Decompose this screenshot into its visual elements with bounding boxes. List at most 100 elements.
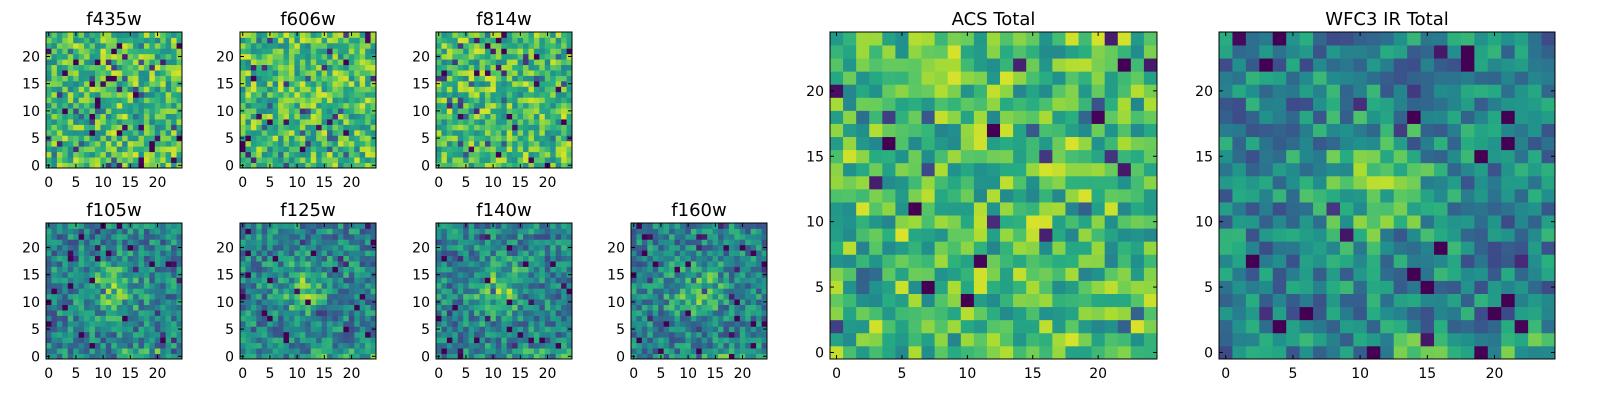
heatmap-cell [934,228,949,242]
heatmap-cell [321,48,328,55]
heatmap-cell [696,271,703,278]
heatmap-cell [869,162,883,177]
heatmap-cell [305,140,312,147]
heatmap-cell [750,261,757,267]
heatmap-cell [523,91,529,98]
heatmap-cell [490,326,497,333]
heatmap-cell [89,135,96,142]
heatmap-cell [310,108,317,114]
heatmap-cell [127,271,134,278]
heatmap-cell [528,146,535,153]
heatmap-cell [278,244,284,251]
heatmap-cell [149,48,156,55]
heatmap-cell [294,293,301,300]
heatmap-cell [479,151,486,158]
heatmap-cell [149,146,156,153]
heatmap-cell [452,162,459,169]
heatmap-cell [149,86,156,93]
heatmap-cell [348,233,355,240]
heatmap-cell [1091,319,1106,334]
heatmap-cell [856,267,870,281]
heatmap-cell [484,97,491,104]
heatmap-cell [441,288,448,295]
heatmap-cell [343,299,350,305]
heatmap-cell [750,342,757,349]
heatmap-cell [523,288,529,295]
heatmap-cell [528,271,535,278]
heatmap-cell [728,250,735,257]
heatmap-cell [267,157,274,163]
heatmap-cell [512,353,518,360]
heatmap-cell [750,337,757,344]
heatmap-cell [73,91,80,98]
heatmap-cell [310,348,317,354]
heatmap-cell [517,151,524,158]
heatmap-cell [154,119,161,125]
heatmap-cell [739,255,746,262]
heatmap-cell [452,124,459,131]
heatmap-cell [550,244,557,251]
heatmap-cell [501,342,508,349]
heatmap-cell [359,304,366,311]
heatmap-cell [441,91,448,98]
heatmap-cell [321,75,328,82]
heatmap-cell [908,162,922,177]
heatmap-cell [457,342,464,349]
heatmap-cell [463,320,470,327]
heatmap-cell [56,157,63,163]
heatmap-cell [278,337,284,344]
heatmap-cell [171,293,177,300]
heatmap-cell [261,315,268,322]
heatmap-cell [1117,202,1132,216]
heatmap-cell [154,266,161,273]
heatmap-cell [457,70,464,76]
heatmap-cell [73,239,80,246]
heatmap-cell [544,331,551,338]
heatmap-cell [490,129,497,136]
heatmap-cell [51,337,58,344]
heatmap-cell [484,64,491,71]
heatmap-cell [354,342,361,349]
heatmap-cell [67,337,74,344]
heatmap-cell [533,255,540,262]
heatmap-cell [321,80,328,87]
heatmap-cell [332,266,339,273]
heatmap-cell [550,140,557,147]
heatmap-cell [1039,188,1053,203]
heatmap-cell [539,228,546,235]
heatmap-cell [250,326,257,333]
heatmap-cell [305,32,312,38]
heatmap-cell [723,233,730,240]
heatmap-cell [663,250,670,257]
heatmap-cell [149,32,156,38]
heatmap-cell [337,326,344,333]
heatmap-cell [728,337,735,344]
heatmap-cell [51,326,58,333]
heatmap-cell [138,315,145,322]
heatmap-cell [479,266,486,273]
heatmap-cell [647,266,654,273]
heatmap-cell [441,299,448,305]
heatmap-cell [370,140,377,147]
heatmap-cell [272,42,279,49]
heatmap-cell [869,149,883,164]
heatmap-cell [46,310,52,316]
heatmap-cell [354,42,361,49]
heatmap-cell [895,188,909,203]
heatmap-cell [490,266,497,273]
heatmap-cell [663,348,670,354]
heatmap-cell [506,86,513,93]
heatmap-cell [843,267,857,281]
heatmap-cell [1143,241,1158,255]
heatmap-cell [566,102,573,109]
heatmap-cell [745,250,752,257]
panel-title-f125w: f125w [280,200,335,221]
heatmap-cell [701,348,708,354]
heatmap-cell [555,342,562,349]
heatmap-cell [165,129,172,136]
heatmap-cell [669,261,675,267]
heatmap-cell [550,157,557,163]
heatmap-cell [468,151,475,158]
heatmap-cell [1052,241,1066,255]
heatmap-cell [143,42,150,49]
